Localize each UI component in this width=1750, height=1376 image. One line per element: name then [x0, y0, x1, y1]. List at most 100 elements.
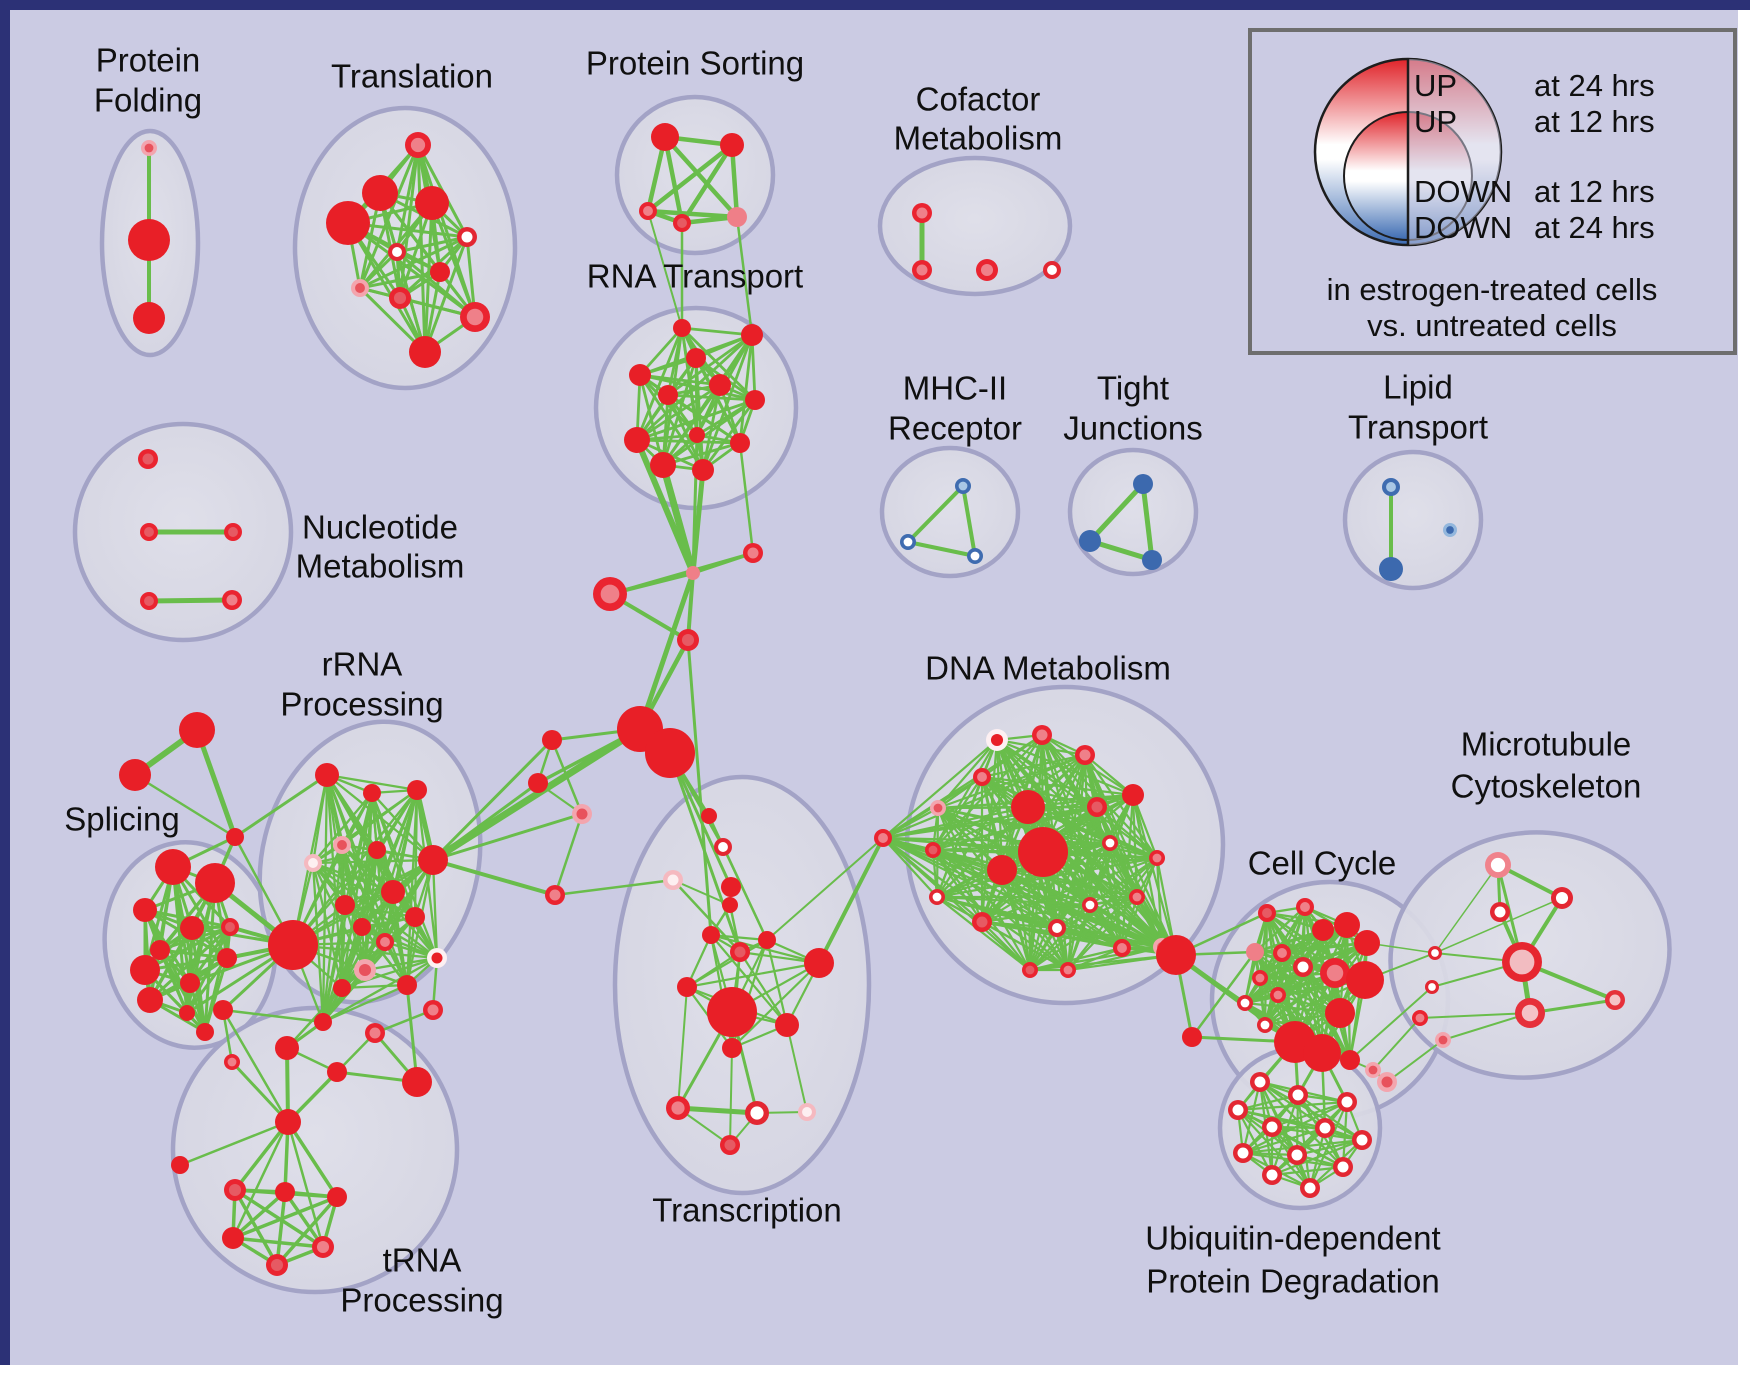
- gene-node-rrn-1: [363, 784, 381, 802]
- gene-node-rt-0: [673, 319, 691, 337]
- gene-node-txn-6: [775, 1013, 799, 1037]
- gene-node-fold-0: [141, 140, 157, 156]
- gene-node-nuc-4: [222, 590, 242, 610]
- cluster-label-fold-1: Folding: [94, 82, 202, 119]
- cluster-label-tl-0: Translation: [331, 58, 493, 95]
- edge: [881, 738, 999, 840]
- edge: [1135, 895, 1164, 949]
- frame-left: [0, 0, 10, 1365]
- gene-node-rt-2: [686, 348, 706, 368]
- edge: [765, 938, 789, 1027]
- cluster-label-lip-0: Lipid: [1383, 369, 1453, 406]
- gene-node-txn-7: [722, 1038, 742, 1058]
- gene-node-rrn-14: [397, 975, 417, 995]
- gene-node-tl-10: [409, 336, 441, 368]
- gene-node-dna-22: [1060, 962, 1076, 978]
- gene-node-ub-5: [1315, 1118, 1335, 1138]
- edge: [730, 961, 821, 1050]
- gene-node-tri-2: [226, 828, 244, 846]
- edge: [325, 773, 344, 990]
- gene-node-txn-1: [730, 942, 750, 962]
- gene-node-spl-1: [195, 863, 235, 903]
- gene-node-spl-3: [180, 916, 204, 940]
- gene-node-spl-5: [150, 940, 170, 960]
- edge: [1140, 481, 1155, 563]
- edge: [935, 895, 1092, 907]
- edge: [275, 1195, 339, 1267]
- gene-node-dna-17: [1082, 897, 1098, 913]
- gene-node-txn-4: [677, 977, 697, 997]
- gene-node-trn-6: [312, 1236, 334, 1258]
- gene-node-cc-8: [1320, 958, 1350, 988]
- gene-node-tri-1: [119, 759, 151, 791]
- gene-node-cor-0: [686, 566, 700, 580]
- gene-node-rrn-0: [315, 763, 339, 787]
- edge: [1280, 941, 1369, 955]
- edge: [363, 956, 439, 972]
- gene-node-trn-12: [365, 1023, 385, 1043]
- gene-node-rrn-4: [304, 854, 322, 872]
- edge: [321, 848, 379, 1024]
- gene-node-rt-6: [745, 390, 765, 410]
- cluster-label-ub-1: Protein Degradation: [1146, 1263, 1440, 1300]
- gene-node-rrn-10: [353, 918, 371, 936]
- edge: [936, 806, 1124, 950]
- edge: [677, 986, 688, 1109]
- edge: [286, 1120, 325, 1249]
- legend-caption-1: vs. untreated cells: [1367, 308, 1617, 343]
- edge: [286, 1120, 339, 1199]
- gene-node-trn-8: [213, 1000, 233, 1020]
- gene-node-rrn-2: [407, 780, 427, 800]
- gene-node-rrn-17: [268, 920, 318, 970]
- edge: [931, 805, 1030, 852]
- edge: [638, 373, 705, 472]
- gene-node-cc-18: [1365, 1062, 1381, 1078]
- edge: [1131, 793, 1178, 957]
- edge: [431, 781, 540, 862]
- gene-node-cor-9: [701, 808, 717, 824]
- gene-node-dna-6: [1087, 797, 1107, 817]
- cluster-label-lip-1: Transport: [1348, 409, 1488, 446]
- cluster-label-mt-0: Microtubule: [1461, 726, 1632, 763]
- edge: [146, 597, 235, 604]
- gene-node-nuc-0: [138, 449, 158, 469]
- gene-node-cc-3: [1334, 912, 1360, 938]
- gene-node-fold-1: [128, 219, 170, 261]
- gene-node-txn-5: [707, 987, 757, 1037]
- edge: [321, 843, 344, 1024]
- gene-node-dna-15: [972, 912, 992, 932]
- gene-node-ub-10: [1262, 1165, 1282, 1185]
- edge: [980, 920, 1032, 972]
- edge: [1066, 946, 1124, 972]
- edge: [358, 235, 469, 290]
- gene-node-mt-1: [1551, 887, 1573, 909]
- edge: [980, 775, 1135, 797]
- gene-node-cc-14: [1325, 998, 1355, 1028]
- gene-node-dna-3: [973, 768, 991, 786]
- edge: [931, 848, 984, 924]
- edge: [1131, 793, 1139, 899]
- legend-entry-time-3: at 24 hrs: [1534, 210, 1655, 245]
- edge: [691, 433, 699, 575]
- edge: [671, 878, 742, 954]
- legend-entry-time-2: at 12 hrs: [1534, 174, 1655, 209]
- gene-node-rrn-11: [376, 933, 394, 951]
- edge: [415, 788, 439, 960]
- legend-entry-dir-1: UP: [1414, 104, 1457, 139]
- cluster-label-dna-0: DNA Metabolism: [925, 650, 1171, 687]
- edge: [285, 986, 344, 1050]
- edge: [662, 134, 740, 220]
- gene-node-txn-11: [720, 1135, 740, 1155]
- cluster-label-txn-0: Transcription: [652, 1192, 842, 1229]
- gene-node-cc-5: [1246, 943, 1264, 961]
- gene-node-spl-7: [180, 973, 200, 993]
- edge: [1253, 905, 1307, 954]
- gene-node-nuc-3: [140, 592, 158, 610]
- edge: [231, 1190, 287, 1240]
- edge: [346, 221, 427, 354]
- gene-node-mt-8: [1412, 1010, 1428, 1026]
- edge: [1108, 841, 1159, 860]
- edge: [291, 788, 419, 947]
- edge: [637, 570, 696, 732]
